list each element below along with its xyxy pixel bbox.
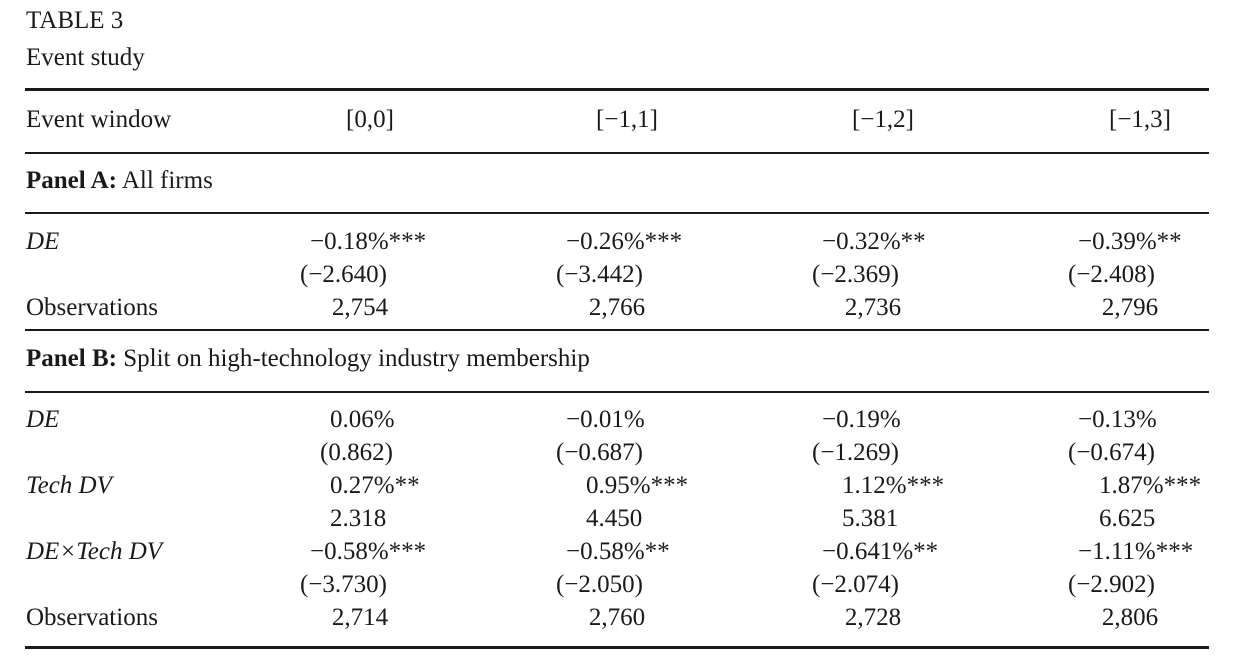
row-label: DE×Tech DV [26,538,163,565]
table-caption-title: Event study [26,44,145,71]
table-cell: 5.381 [842,505,899,532]
table-cell: 2,754 [331,294,389,321]
table-cell: −0.58%*** [310,538,427,565]
panel-a-title: Panel A: All firms [26,166,213,196]
table-cell: −0.01% [566,406,645,433]
table-cell: −0.19% [822,406,901,433]
table-cell: 1.12%*** [842,472,945,499]
table-cell: (−2.074) [812,571,899,598]
row-label: DE [26,228,60,255]
table-cell: 0.95%*** [586,472,689,499]
table-cell: (−2.902) [1068,571,1155,598]
table-cell: 2.318 [330,505,387,532]
table-cell: 1.87%*** [1099,472,1202,499]
table-cell: −0.641%** [822,538,939,565]
table-cell: −0.58%** [566,538,670,565]
table-cell: 6.625 [1099,505,1156,532]
table-cell: 2,714 [331,604,389,631]
table-cell: (−2.050) [556,571,643,598]
table-cell: −0.39%** [1078,228,1182,255]
table-caption-label: TABLE 3 [26,7,124,34]
panel-a-label: Panel A: [26,167,117,194]
table-cell: −0.26%*** [566,228,683,255]
panel-b-text: Split on high-technology industry member… [123,345,590,372]
table-cell: (−3.442) [556,261,643,288]
table-cell: (−0.674) [1068,439,1155,466]
row-label: Observations [26,294,158,321]
table-cell: (−1.269) [812,439,899,466]
panel-b-rule [25,391,1209,393]
row-label: Observations [26,604,158,631]
table-cell: 2,766 [588,294,646,321]
header-col-3: [−1,2] [852,106,914,133]
table-cell: −1.11%*** [1078,538,1194,565]
table-cell: 2,728 [844,604,902,631]
table-cell: (−2.369) [812,261,899,288]
top-rule [25,88,1209,91]
table-cell: −0.13% [1078,406,1157,433]
table-cell: 2,796 [1101,294,1159,321]
panel-b-top-rule [25,329,1209,331]
header-col-2: [−1,1] [596,106,658,133]
panel-b-title: Panel B: Split on high-technology indust… [26,344,590,374]
table-cell: (−0.687) [556,439,643,466]
header-col-4: [−1,3] [1109,106,1171,133]
row-label: Tech DV [26,472,112,499]
header-row-label: Event window [26,106,172,133]
table-cell: −0.32%** [822,228,926,255]
panel-a-rule [25,212,1209,214]
header-rule [25,152,1209,154]
table-cell: (−2.408) [1068,261,1155,288]
table-cell: (0.862) [320,439,393,466]
header-col-1: [0,0] [346,106,394,133]
table-cell: 0.27%** [330,472,420,499]
table-cell: 2,806 [1101,604,1159,631]
table-cell: (−3.730) [300,571,387,598]
table-cell: 2,736 [844,294,902,321]
table-cell: −0.18%*** [310,228,427,255]
table-cell: 4.450 [586,505,643,532]
bottom-rule [25,646,1209,649]
panel-a-text: All firms [121,167,213,194]
table-cell: 2,760 [588,604,646,631]
table-cell: (−2.640) [300,261,387,288]
panel-b-label: Panel B: [26,345,117,372]
table-cell: 0.06% [330,406,395,433]
row-label: DE [26,406,60,433]
